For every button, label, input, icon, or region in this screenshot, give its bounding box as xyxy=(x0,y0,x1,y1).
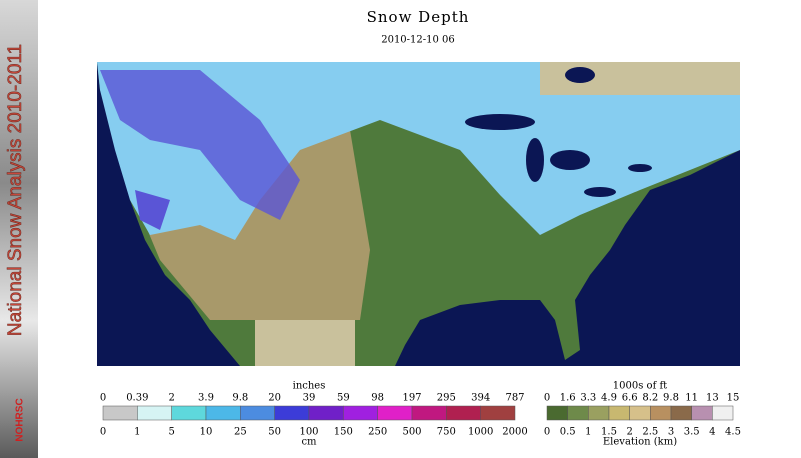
legend-top-label: 197 xyxy=(402,393,421,404)
legend-top-label: 20 xyxy=(268,393,281,404)
legend-swatch xyxy=(274,405,310,421)
legend-bottom-label: 750 xyxy=(437,427,456,438)
legend-top-label: 15 xyxy=(727,393,740,404)
lake-michigan xyxy=(526,138,544,182)
legend-bottom-label: 2000 xyxy=(502,427,527,438)
legend-bottom-label: 0 xyxy=(100,427,106,438)
legend-swatch xyxy=(102,405,138,421)
legend-bottom-label: 0 xyxy=(544,427,550,438)
legend-bottom-label: 3.5 xyxy=(684,427,700,438)
elevation-legend-title: 1000s of ft xyxy=(613,381,667,392)
logo: NOHRSC xyxy=(15,398,26,441)
lake-ontario xyxy=(628,164,652,172)
legend-top-label: 787 xyxy=(505,393,524,404)
legend-swatch xyxy=(691,405,713,421)
legend-top-label: 0 xyxy=(100,393,106,404)
snow-legend-title: inches xyxy=(293,381,326,392)
legend-swatch xyxy=(546,405,568,421)
legend-swatch xyxy=(205,405,241,421)
legend-top-label: 11 xyxy=(685,393,698,404)
sierra-snow xyxy=(135,190,170,230)
legend-swatch xyxy=(588,405,610,421)
legend-top-label: 1.6 xyxy=(560,393,576,404)
legend-bottom-label: 4 xyxy=(709,427,715,438)
legend-top-label: 9.8 xyxy=(232,393,248,404)
legend-bottom-label: 10 xyxy=(200,427,213,438)
map xyxy=(97,62,740,366)
legend-top-label: 394 xyxy=(471,393,490,404)
legend-top-label: 98 xyxy=(371,393,384,404)
legend-top-label: 39 xyxy=(303,393,316,404)
legend-bottom-label: 250 xyxy=(368,427,387,438)
elevation-legend: 1000s of ft Elevation (km) 0 0 1.6 0.5 3.3 1 4… xyxy=(544,381,741,448)
map-date: 2010-12-10 06 xyxy=(381,35,455,46)
legend-bottom-label: 500 xyxy=(402,427,421,438)
legend-bottom-label: 1000 xyxy=(468,427,493,438)
legend-bottom-label: 5 xyxy=(168,427,174,438)
legend-swatch xyxy=(670,405,692,421)
legend-swatch xyxy=(446,405,481,421)
legend-swatch xyxy=(377,405,413,421)
snow-legend-cm-title: cm xyxy=(301,437,317,448)
legend-swatch xyxy=(712,405,734,421)
legend-swatch xyxy=(171,405,207,421)
side-title: National Snow Analysis 2010-2011 xyxy=(5,44,26,336)
legend-bottom-label: 2.5 xyxy=(642,427,658,438)
lake-erie xyxy=(584,187,616,197)
legend-top-label: 295 xyxy=(437,393,456,404)
legend-bottom-label: 1 xyxy=(134,427,140,438)
legend-top-label: 0 xyxy=(544,393,550,404)
no-data-south xyxy=(255,320,355,366)
legend-swatch xyxy=(650,405,672,421)
legend-top-label: 13 xyxy=(706,393,719,404)
lake-superior xyxy=(465,114,535,130)
side-banner xyxy=(0,0,38,458)
legend-top-label: 3.9 xyxy=(198,393,214,404)
legend-top-label: 4.9 xyxy=(601,393,617,404)
legend-bottom-label: 1.5 xyxy=(601,427,617,438)
legend-top-label: 3.3 xyxy=(580,393,596,404)
legend-bottom-label: 100 xyxy=(299,427,318,438)
legend-top-label: 2 xyxy=(168,393,174,404)
legend-bottom-label: 2 xyxy=(626,427,632,438)
legend-bottom-label: 4.5 xyxy=(725,427,741,438)
elevation-legend-km-title: Elevation (km) xyxy=(603,437,677,448)
legend-swatch xyxy=(308,405,344,421)
legend-swatch xyxy=(480,405,516,421)
snow-legend: inches cm 000.391253.9109.82520503910059… xyxy=(100,381,528,448)
legend-bottom-label: 3 xyxy=(668,427,674,438)
legend-swatch xyxy=(411,405,447,421)
legend-bottom-label: 25 xyxy=(234,427,247,438)
legend-top-label: 59 xyxy=(337,393,350,404)
legend-swatch xyxy=(137,405,172,421)
legend-top-label: 9.8 xyxy=(663,393,679,404)
legend-swatch xyxy=(240,405,275,421)
legend-top-label: 0.39 xyxy=(126,393,148,404)
map-title: Snow Depth xyxy=(367,8,470,26)
mountain-snow xyxy=(100,70,300,220)
legend-top-label: 8.2 xyxy=(642,393,658,404)
legend-swatch xyxy=(343,405,378,421)
legend-bottom-label: 0.5 xyxy=(560,427,576,438)
legend-bottom-label: 1 xyxy=(585,427,591,438)
legend-swatch xyxy=(629,405,651,421)
legend-swatch xyxy=(608,405,630,421)
legend-bottom-label: 50 xyxy=(268,427,281,438)
legend-bottom-label: 150 xyxy=(334,427,353,438)
legend-top-label: 6.6 xyxy=(622,393,638,404)
legend-swatch xyxy=(567,405,589,421)
lake-nipigon xyxy=(565,67,595,83)
lake-huron xyxy=(550,150,590,170)
